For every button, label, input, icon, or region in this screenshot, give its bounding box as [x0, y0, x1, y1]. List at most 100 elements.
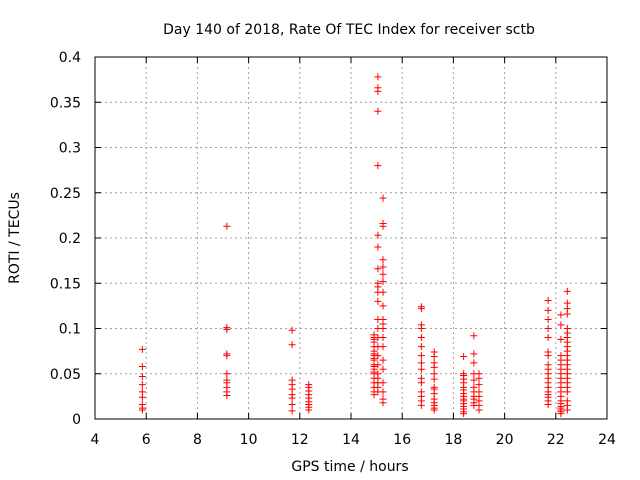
- data-point: [544, 315, 552, 323]
- data-point: [417, 352, 425, 360]
- data-point: [557, 335, 565, 343]
- data-point: [430, 406, 438, 414]
- y-tick-label: 0.15: [50, 276, 81, 292]
- x-tick-label: 20: [496, 432, 514, 448]
- grid: [95, 57, 607, 419]
- data-point: [544, 401, 552, 409]
- data-point: [138, 406, 146, 414]
- data-point: [374, 361, 382, 369]
- data-point: [470, 359, 478, 367]
- data-point: [563, 406, 571, 414]
- data-point: [370, 363, 378, 371]
- data-point: [223, 222, 231, 230]
- y-tick-label: 0.3: [59, 141, 81, 157]
- data-point: [417, 401, 425, 409]
- data-point: [379, 302, 387, 310]
- data-point: [379, 263, 387, 271]
- y-tick-label: 0.1: [59, 322, 81, 338]
- x-tick-label: 8: [193, 432, 202, 448]
- data-point: [288, 407, 296, 415]
- data-point: [563, 287, 571, 295]
- data-point: [288, 341, 296, 349]
- data-point: [379, 334, 387, 342]
- data-point: [475, 381, 483, 389]
- data-point: [417, 334, 425, 342]
- x-tick-label: 24: [598, 432, 616, 448]
- data-point: [417, 365, 425, 373]
- data-point: [223, 391, 231, 399]
- data-point: [557, 321, 565, 329]
- data-point: [470, 376, 478, 384]
- data-point: [138, 393, 146, 401]
- data-point: [544, 296, 552, 304]
- data-point: [470, 332, 478, 340]
- y-tick-label: 0.35: [50, 95, 81, 111]
- y-tick-label: 0.05: [50, 367, 81, 383]
- x-tick-label: 10: [240, 432, 258, 448]
- data-point: [379, 399, 387, 407]
- data-point: [305, 406, 313, 414]
- data-point: [374, 107, 382, 115]
- data-point: [379, 222, 387, 230]
- data-point: [379, 288, 387, 296]
- data-point: [379, 256, 387, 264]
- y-tick-label: 0.4: [59, 50, 81, 66]
- chart-title: Day 140 of 2018, Rate Of TEC Index for r…: [163, 22, 535, 38]
- data-point: [430, 363, 438, 371]
- x-tick-label: 18: [444, 432, 462, 448]
- data-points: [138, 73, 571, 418]
- data-point: [544, 306, 552, 314]
- x-tick-label: 4: [91, 432, 100, 448]
- data-point: [379, 270, 387, 278]
- y-tick-label: 0.25: [50, 186, 81, 202]
- data-point: [475, 406, 483, 414]
- data-point: [417, 305, 425, 313]
- data-point: [563, 310, 571, 318]
- data-point: [223, 370, 231, 378]
- x-tick-label: 12: [291, 432, 309, 448]
- data-point: [544, 325, 552, 332]
- y-axis-label: ROTI / TECUs: [7, 192, 23, 284]
- data-point: [379, 379, 387, 387]
- data-point: [138, 363, 146, 371]
- data-point: [379, 194, 387, 202]
- data-point: [557, 410, 565, 418]
- x-tick-label: 6: [142, 432, 151, 448]
- data-point: [138, 381, 146, 389]
- data-point: [288, 326, 296, 334]
- data-point: [563, 388, 571, 396]
- data-point: [374, 73, 382, 81]
- data-point: [430, 375, 438, 383]
- data-point: [379, 388, 387, 396]
- data-point: [475, 374, 483, 382]
- data-point: [544, 334, 552, 342]
- data-point: [374, 297, 382, 305]
- data-point: [417, 325, 425, 332]
- data-point: [370, 391, 378, 399]
- y-tick-label: 0: [72, 412, 81, 428]
- data-point: [374, 87, 382, 95]
- x-tick-label: 22: [547, 432, 565, 448]
- x-tick-label: 16: [393, 432, 411, 448]
- x-axis: 4 6 8 10 12 14 16 18 20 22 24: [91, 57, 616, 448]
- data-point: [374, 265, 382, 273]
- data-point: [544, 352, 552, 360]
- data-point: [288, 401, 296, 409]
- data-point: [223, 352, 231, 360]
- data-point: [417, 343, 425, 351]
- data-point: [417, 379, 425, 387]
- data-point: [370, 347, 378, 355]
- data-point: [417, 359, 425, 367]
- data-point: [379, 277, 387, 285]
- data-point: [374, 243, 382, 251]
- data-point: [379, 325, 387, 332]
- data-point: [430, 353, 438, 361]
- data-point: [374, 352, 382, 360]
- data-point: [288, 394, 296, 402]
- data-point: [138, 345, 146, 353]
- y-axis: 0 0.05 0.1 0.15 0.2 0.25 0.3 0.35 0.4: [50, 50, 607, 428]
- data-point: [379, 365, 387, 373]
- data-point: [223, 325, 231, 333]
- x-axis-label: GPS time / hours: [291, 459, 408, 475]
